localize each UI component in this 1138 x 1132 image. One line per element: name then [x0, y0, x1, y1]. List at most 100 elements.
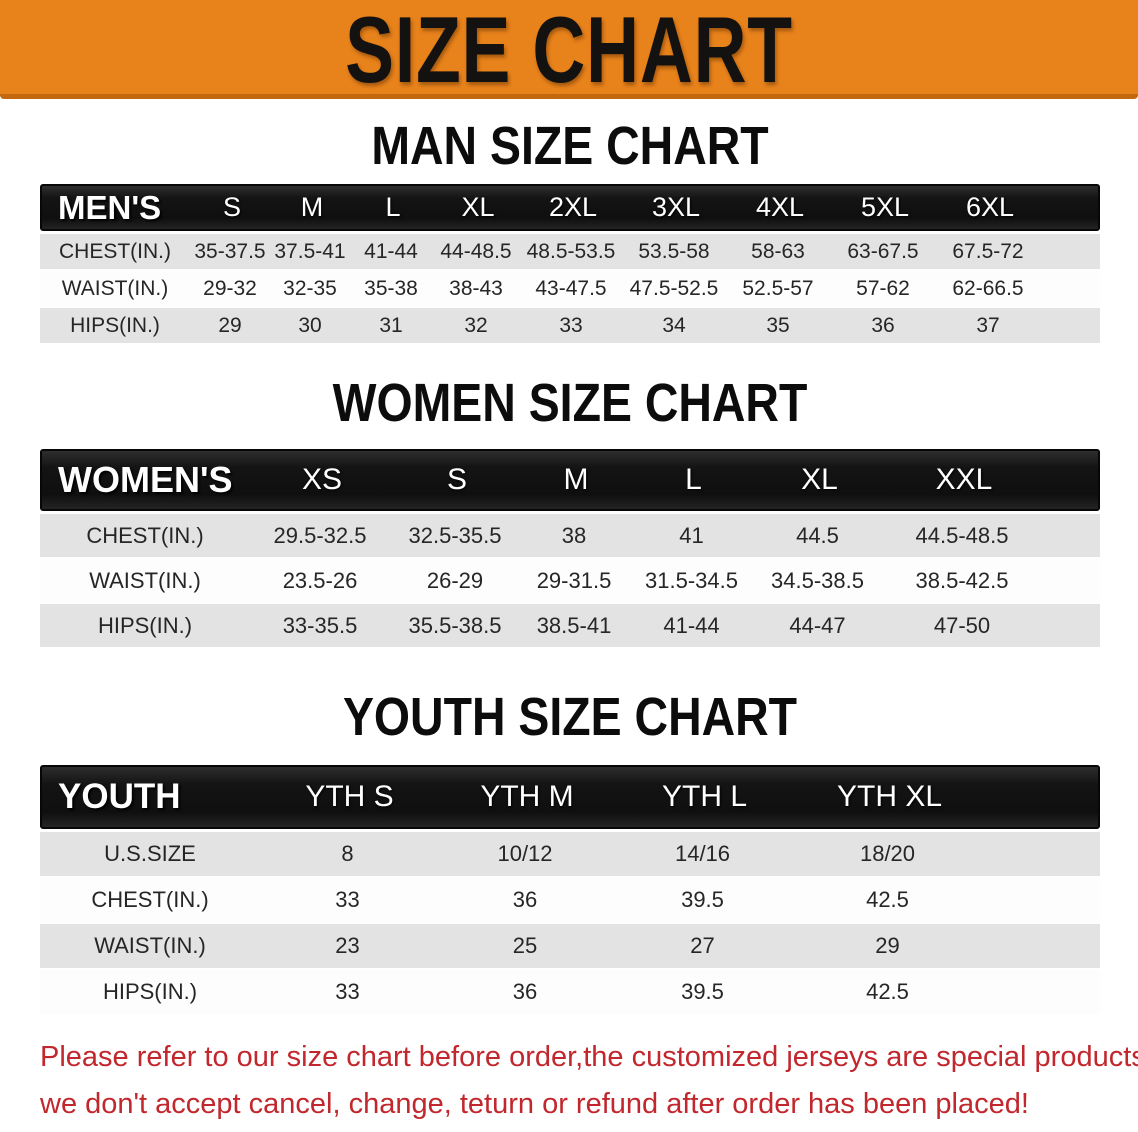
- column-header-cell: XL: [461, 192, 495, 222]
- size-value-cell: 33: [335, 979, 360, 1004]
- size-value-cell: 48.5-53.5: [526, 239, 616, 263]
- table-title-cell: YOUTH: [58, 777, 181, 816]
- column-header-cell: XXL: [935, 463, 993, 496]
- size-value-cell: 29-32: [203, 276, 257, 300]
- size-value-cell: 14/16: [674, 841, 731, 866]
- column-header-cell: L: [385, 192, 401, 222]
- size-value-cell: 67.5-72: [952, 239, 1024, 263]
- section-heading-text: MAN SIZE CHART: [371, 116, 769, 176]
- column-header-cell: YTH S: [305, 780, 394, 813]
- size-value-cell: 32-35: [283, 276, 337, 300]
- disclaimer: Please refer to our size chart before or…: [40, 1034, 1138, 1128]
- column-header-cell: M: [300, 192, 324, 222]
- row-label-cell: HIPS(IN.): [70, 313, 160, 337]
- size-value-cell: 35.5-38.5: [408, 612, 502, 638]
- row-label-cell: U.S.SIZE: [104, 841, 196, 866]
- table-title-cell: MEN'S: [58, 188, 162, 226]
- size-value-cell: 47.5-52.5: [629, 276, 719, 300]
- size-value-cell: 30: [298, 313, 322, 337]
- size-table: MEN'S S M L XL 2XL 3XL 4XL 5XL 6XL CHEST(IN.) 35-3…: [40, 184, 1100, 343]
- size-value-cell: 38.5-42.5: [915, 567, 1009, 593]
- size-value-cell: 23: [335, 933, 360, 958]
- column-header-cell: 6XL: [965, 192, 1015, 222]
- size-table: WOMEN'S XS S M L XL XXL CHEST(IN.) 29.5-32.5 32.…: [40, 449, 1100, 647]
- column-header-cell: 5XL: [860, 192, 910, 222]
- size-value-cell: 57-62: [856, 276, 910, 300]
- size-value-cell: 31: [379, 313, 403, 337]
- section-youth: YOUTH SIZE CHART YOUTH YTH S YTH M YTH L YTH…: [40, 687, 1100, 1014]
- size-value-cell: 29.5-32.5: [273, 522, 367, 548]
- table-rows: U.S.SIZE 8 10/12 14/16 18/20 CHEST(IN.) 33 36 39…: [40, 832, 1100, 1014]
- size-value-cell: 37.5-41: [274, 239, 346, 263]
- size-value-cell: 33-35.5: [282, 612, 358, 638]
- row-label-cell: WAIST(IN.): [61, 276, 169, 300]
- section-heading: WOMEN SIZE CHART: [40, 373, 1100, 433]
- table-header-row: YOUTH YTH S YTH M YTH L YTH XL: [40, 765, 1100, 829]
- section-heading: MAN SIZE CHART: [40, 116, 1100, 176]
- table-row: U.S.SIZE 8 10/12 14/16 18/20: [40, 832, 1100, 876]
- row-label-cell: WAIST(IN.): [94, 933, 206, 958]
- sections: MAN SIZE CHART MEN'S S M L XL 2XL 3XL 4XL 5XL 6XL…: [0, 116, 1138, 1014]
- size-value-cell: 23.5-26: [282, 567, 358, 593]
- size-value-cell: 26-29: [426, 567, 484, 593]
- size-value-cell: 18/20: [859, 841, 916, 866]
- size-value-cell: 41-44: [663, 612, 720, 638]
- column-header-cell: S: [446, 463, 467, 496]
- table-title-cell: WOMEN'S: [58, 459, 233, 500]
- size-value-cell: 35-38: [364, 276, 418, 300]
- section-men: MAN SIZE CHART MEN'S S M L XL 2XL 3XL 4XL 5XL 6XL…: [40, 116, 1100, 343]
- table-row: HIPS(IN.) 29 30 31 32 33 34 35 36 37: [40, 308, 1100, 343]
- size-value-cell: 31.5-34.5: [645, 567, 738, 593]
- size-value-cell: 42.5: [866, 979, 909, 1004]
- table-row: WAIST(IN.) 23.5-26 26-29 29-31.5 31.5-34.5 34…: [40, 559, 1100, 602]
- size-value-cell: 38: [561, 522, 587, 548]
- column-header-cell: L: [685, 463, 702, 496]
- table-row: CHEST(IN.) 35-37.5 37.5-41 41-44 44-48.5 48.5…: [40, 234, 1100, 269]
- size-value-cell: 42.5: [866, 887, 909, 912]
- table-header-row: WOMEN'S XS S M L XL XXL: [40, 449, 1100, 511]
- section-heading: YOUTH SIZE CHART: [40, 687, 1100, 747]
- size-value-cell: 44.5-48.5: [915, 522, 1009, 548]
- disclaimer-line: Please refer to our size chart before or…: [40, 1041, 1138, 1073]
- size-value-cell: 44-48.5: [440, 239, 512, 263]
- size-value-cell: 29: [875, 933, 900, 958]
- column-header-cell: XS: [301, 463, 343, 496]
- size-value-cell: 8: [341, 841, 354, 866]
- size-value-cell: 29-31.5: [536, 567, 612, 593]
- column-header-cell: 3XL: [651, 192, 701, 222]
- size-value-cell: 58-63: [751, 239, 805, 263]
- size-value-cell: 32.5-35.5: [408, 522, 502, 548]
- size-value-cell: 33: [335, 887, 360, 912]
- row-label-cell: WAIST(IN.): [89, 567, 201, 593]
- size-value-cell: 35-37.5: [194, 239, 266, 263]
- size-value-cell: 43-47.5: [535, 276, 607, 300]
- table-row: CHEST(IN.) 33 36 39.5 42.5: [40, 878, 1100, 922]
- size-value-cell: 36: [871, 313, 895, 337]
- section-heading-text: YOUTH SIZE CHART: [342, 687, 798, 747]
- size-value-cell: 27: [690, 933, 715, 958]
- section-women: WOMEN SIZE CHART WOMEN'S XS S M L XL XXL CHEST…: [40, 373, 1100, 647]
- section-heading-text: WOMEN SIZE CHART: [332, 373, 808, 433]
- size-value-cell: 36: [512, 887, 538, 912]
- banner-title-text: SIZE CHART: [345, 0, 793, 102]
- column-header-cell: 2XL: [548, 192, 598, 222]
- size-value-cell: 34: [662, 313, 686, 337]
- column-header-cell: YTH M: [480, 780, 574, 813]
- column-header-cell: YTH L: [661, 780, 748, 813]
- row-label-cell: HIPS(IN.): [102, 979, 198, 1004]
- row-label-cell: CHEST(IN.): [59, 239, 171, 263]
- size-value-cell: 52.5-57: [742, 276, 814, 300]
- table-row: CHEST(IN.) 29.5-32.5 32.5-35.5 38 41 44.5 44.5…: [40, 514, 1100, 557]
- size-table: YOUTH YTH S YTH M YTH L YTH XL U.S.SIZE 8 10/1…: [40, 765, 1100, 1014]
- size-value-cell: 62-66.5: [952, 276, 1024, 300]
- size-value-cell: 36: [512, 979, 538, 1004]
- table-rows: CHEST(IN.) 35-37.5 37.5-41 41-44 44-48.5 48.5…: [40, 234, 1100, 343]
- table-header-row: MEN'S S M L XL 2XL 3XL 4XL 5XL 6XL: [40, 184, 1100, 231]
- table-row: HIPS(IN.) 33 36 39.5 42.5: [40, 970, 1100, 1014]
- size-value-cell: 41-44: [364, 239, 418, 263]
- size-value-cell: 53.5-58: [638, 239, 710, 263]
- banner: SIZE CHART: [0, 0, 1138, 99]
- size-value-cell: 63-67.5: [847, 239, 919, 263]
- column-header-cell: S: [222, 192, 241, 222]
- size-value-cell: 25: [512, 933, 538, 958]
